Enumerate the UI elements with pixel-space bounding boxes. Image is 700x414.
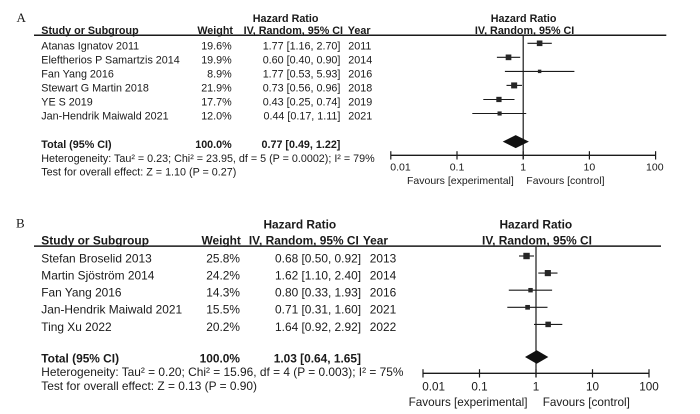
svg-text:20.2%: 20.2%	[206, 320, 240, 334]
svg-text:Atanas Ignatov 2011: Atanas Ignatov 2011	[41, 40, 139, 52]
svg-text:Ting Xu 2022: Ting Xu 2022	[41, 320, 112, 334]
svg-text:A: A	[17, 10, 27, 25]
svg-text:0.77 [0.49, 1.22]: 0.77 [0.49, 1.22]	[262, 139, 341, 151]
svg-text:Martin Sjöström 2014: Martin Sjöström 2014	[41, 269, 154, 283]
svg-text:Test for overall effect: Z = 1: Test for overall effect: Z = 1.10 (P = 0…	[41, 167, 236, 179]
svg-text:Favours [control]: Favours [control]	[526, 175, 604, 187]
svg-text:0.1: 0.1	[450, 161, 465, 173]
svg-text:Hazard Ratio: Hazard Ratio	[263, 217, 336, 231]
svg-text:17.7%: 17.7%	[201, 97, 232, 109]
svg-text:2021: 2021	[370, 303, 397, 317]
svg-text:25.8%: 25.8%	[206, 251, 240, 265]
svg-text:0.01: 0.01	[390, 161, 411, 173]
svg-text:IV, Random, 95% CI: IV, Random, 95% CI	[482, 233, 592, 247]
svg-text:Jan-Hendrik Maiwald 2021: Jan-Hendrik Maiwald 2021	[41, 303, 182, 317]
svg-text:21.9%: 21.9%	[201, 82, 232, 94]
svg-text:0.73 [0.56, 0.96]: 0.73 [0.56, 0.96]	[263, 82, 341, 94]
svg-text:24.2%: 24.2%	[206, 269, 240, 283]
svg-text:0.1: 0.1	[471, 381, 487, 394]
svg-text:19.6%: 19.6%	[201, 40, 232, 52]
svg-text:Year: Year	[363, 233, 389, 247]
svg-text:0.60 [0.40, 0.90]: 0.60 [0.40, 0.90]	[263, 54, 341, 66]
svg-text:1: 1	[520, 161, 526, 173]
svg-text:Fan Yang 2016: Fan Yang 2016	[41, 68, 114, 80]
svg-text:Fan Yang 2016: Fan Yang 2016	[41, 286, 122, 300]
svg-text:Heterogeneity: Tau² = 0.23; Ch: Heterogeneity: Tau² = 0.23; Chi² = 23.95…	[41, 153, 375, 165]
svg-text:Hazard Ratio: Hazard Ratio	[499, 217, 572, 231]
svg-text:B: B	[16, 216, 25, 231]
svg-text:Favours [control]: Favours [control]	[543, 396, 630, 409]
svg-text:12.0%: 12.0%	[201, 111, 232, 123]
svg-text:2018: 2018	[348, 82, 372, 94]
svg-text:2019: 2019	[348, 97, 372, 109]
svg-text:Heterogeneity: Tau² = 0.20; Ch: Heterogeneity: Tau² = 0.20; Chi² = 15.96…	[41, 365, 404, 379]
svg-text:Eleftherios P Samartzis 2014: Eleftherios P Samartzis 2014	[41, 54, 179, 66]
svg-text:Study or Subgroup: Study or Subgroup	[41, 233, 149, 247]
svg-text:2014: 2014	[348, 54, 372, 66]
svg-text:Study or Subgroup: Study or Subgroup	[41, 25, 139, 37]
svg-text:Stewart G Martin 2018: Stewart G Martin 2018	[41, 82, 149, 94]
svg-text:Hazard Ratio: Hazard Ratio	[253, 13, 319, 25]
svg-text:Weight: Weight	[201, 233, 240, 247]
svg-text:IV, Random, 95% CI: IV, Random, 95% CI	[244, 25, 343, 37]
svg-text:8.9%: 8.9%	[207, 68, 232, 80]
svg-text:14.3%: 14.3%	[206, 286, 240, 300]
svg-text:1.77 [0.53, 5.93]: 1.77 [0.53, 5.93]	[263, 68, 341, 80]
svg-text:1: 1	[533, 381, 540, 394]
svg-text:2014: 2014	[370, 269, 397, 283]
svg-text:Favours [experimental]: Favours [experimental]	[407, 175, 514, 187]
svg-text:2013: 2013	[370, 251, 397, 265]
svg-text:Favours [experimental]: Favours [experimental]	[409, 396, 528, 409]
svg-text:0.43 [0.25, 0.74]: 0.43 [0.25, 0.74]	[263, 97, 341, 109]
svg-text:2016: 2016	[348, 68, 372, 80]
svg-text:0.68 [0.50, 0.92]: 0.68 [0.50, 0.92]	[275, 251, 361, 265]
svg-text:10: 10	[584, 161, 596, 173]
svg-text:1.77 [1.16, 2.70]: 1.77 [1.16, 2.70]	[263, 40, 341, 52]
svg-text:0.44 [0.17, 1.11]: 0.44 [0.17, 1.11]	[263, 111, 340, 123]
svg-text:15.5%: 15.5%	[206, 303, 240, 317]
svg-text:0.01: 0.01	[422, 381, 445, 394]
svg-text:YE S 2019: YE S 2019	[41, 97, 92, 109]
svg-text:100: 100	[646, 161, 664, 173]
svg-text:100: 100	[639, 381, 659, 394]
svg-text:1.03 [0.64, 1.65]: 1.03 [0.64, 1.65]	[274, 352, 361, 366]
svg-text:2016: 2016	[370, 286, 397, 300]
svg-text:19.9%: 19.9%	[201, 54, 232, 66]
svg-text:Test for overall effect: Z = 0: Test for overall effect: Z = 0.13 (P = 0…	[41, 379, 257, 393]
svg-text:100.0%: 100.0%	[200, 352, 241, 366]
svg-text:Jan-Hendrik Maiwald 2021: Jan-Hendrik Maiwald 2021	[41, 111, 168, 123]
svg-text:IV, Random, 95% CI: IV, Random, 95% CI	[475, 25, 574, 37]
svg-text:10: 10	[586, 381, 600, 394]
svg-text:Total (95% CI): Total (95% CI)	[41, 352, 119, 366]
svg-text:2022: 2022	[370, 320, 397, 334]
svg-text:2011: 2011	[348, 40, 371, 52]
svg-text:Total (95% CI): Total (95% CI)	[41, 139, 112, 151]
svg-text:0.71 [0.31, 1.60]: 0.71 [0.31, 1.60]	[275, 303, 361, 317]
svg-text:IV, Random, 95% CI: IV, Random, 95% CI	[249, 233, 359, 247]
svg-text:1.64 [0.92, 2.92]: 1.64 [0.92, 2.92]	[275, 320, 361, 334]
svg-text:100.0%: 100.0%	[195, 139, 232, 151]
svg-text:Hazard Ratio: Hazard Ratio	[491, 13, 557, 25]
svg-text:0.80 [0.33, 1.93]: 0.80 [0.33, 1.93]	[275, 286, 361, 300]
svg-text:Weight: Weight	[197, 25, 233, 37]
svg-text:1.62 [1.10, 2.40]: 1.62 [1.10, 2.40]	[275, 269, 361, 283]
svg-text:Year: Year	[348, 25, 372, 37]
svg-text:Stefan Broselid 2013: Stefan Broselid 2013	[41, 251, 152, 265]
svg-text:2021: 2021	[348, 111, 372, 123]
